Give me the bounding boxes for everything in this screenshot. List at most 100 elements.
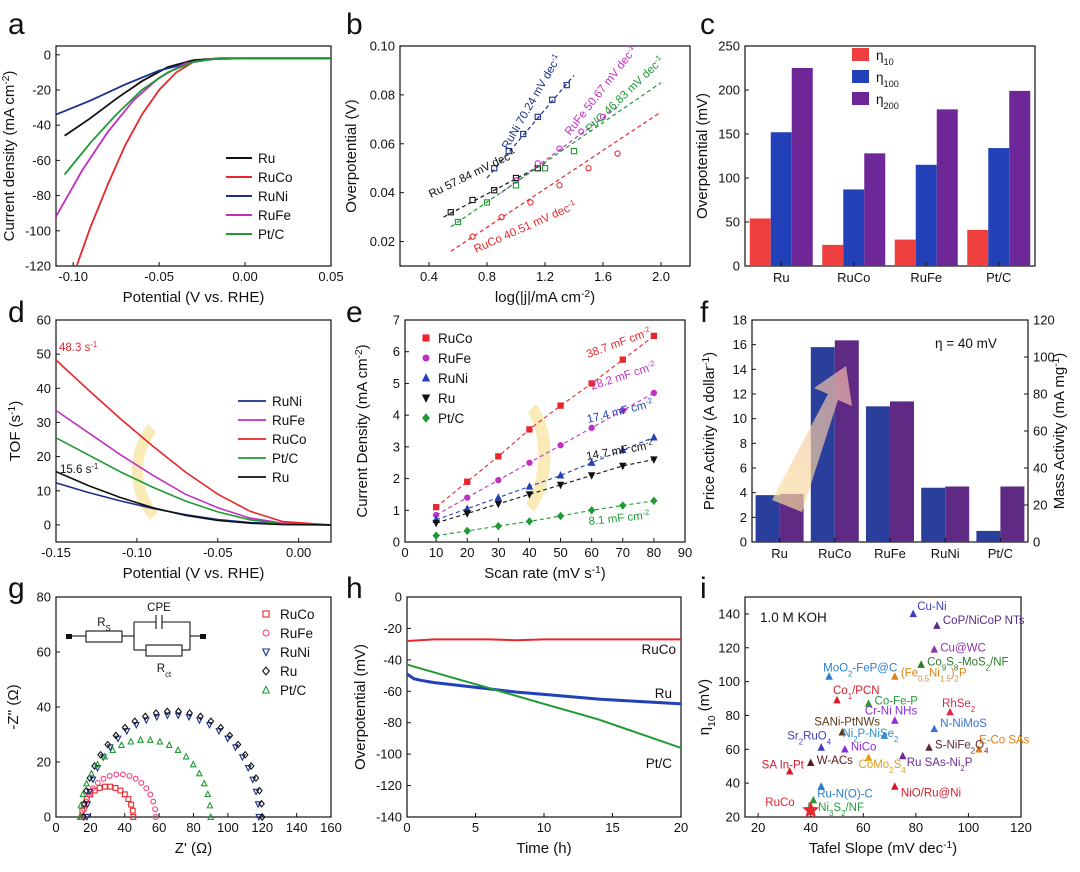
y-tick-label: 0.06: [370, 136, 395, 151]
data-point-RuCo: [121, 791, 128, 798]
label-part: 1: [848, 692, 852, 701]
label-part: 4: [901, 765, 906, 774]
y-tick-label: -40: [32, 118, 51, 133]
x-tick-label: 20: [674, 820, 688, 835]
legend-swatch-η10: [852, 48, 869, 61]
y-axis-title: TOF (s-1): [7, 401, 25, 461]
label-part: Overpotential (mV): [352, 644, 369, 770]
label-part: S: [106, 624, 111, 633]
label-part: 100: [884, 79, 899, 89]
label-part: -FeP@C: [852, 663, 897, 675]
label-part: /NF: [990, 657, 1009, 669]
label-part: Co: [833, 685, 848, 697]
y-tick-label: 7: [393, 313, 400, 328]
label-part: P: [959, 668, 967, 680]
y-tick-label: 1: [393, 503, 400, 518]
data-point-Pt/C: [77, 801, 85, 809]
label-part: Cr-Ni NHs: [865, 706, 918, 718]
legend-marker-Pt/C: [261, 685, 271, 694]
catalyst-point: [975, 744, 983, 753]
x-category-label: RuCo: [818, 546, 851, 561]
legend-marker-RuFe: [262, 629, 270, 637]
data-point-Ru: [556, 481, 565, 490]
catalyst-point: [925, 743, 933, 751]
y-tick-label: 20: [37, 449, 51, 464]
y-tick-label: 50: [726, 215, 740, 230]
data-point-RuFe: [147, 791, 154, 798]
fit-line-Ru: [443, 162, 546, 218]
data-point-Ru: [80, 799, 88, 808]
data-point-RuCo: [527, 199, 534, 206]
catalyst-point: [891, 672, 899, 680]
data-point-RuFe: [495, 477, 502, 484]
slope-label-Ru: 14.7 mF cm-2: [585, 437, 654, 463]
data-point-Pt/C: [483, 199, 491, 206]
data-point-RuNi: [94, 765, 102, 773]
legend-label-RuFe: RuFe: [272, 413, 305, 428]
label-part: ): [1, 71, 18, 76]
y2-tick-label: 80: [1033, 387, 1047, 402]
label-part: Current Density (mA cm: [354, 358, 371, 517]
data-point-Pt/C: [182, 752, 190, 760]
data-point-RuNi: [650, 432, 658, 441]
data-point-Ru: [217, 723, 225, 732]
catalyst-label: Ru SAs-Ni2P: [907, 757, 973, 773]
data-point-Pt/C: [136, 735, 145, 743]
label-part: Tafel Slope (mV dec: [809, 840, 944, 857]
legend-marker-RuFe: [422, 354, 430, 362]
label-part: -1: [1051, 357, 1062, 366]
label-part: -2: [641, 324, 651, 335]
x-tick-label: 0.8: [478, 269, 496, 284]
x-tick-label: 40: [803, 820, 817, 835]
increase-arrow-icon: [772, 366, 852, 512]
label-part: -1: [701, 357, 712, 366]
panel-label-i: i: [700, 572, 707, 605]
label-part: -1: [91, 462, 98, 471]
data-point-RuFe: [650, 389, 658, 397]
x-tick-label: 120: [1010, 820, 1032, 835]
y-tick-label: 0: [44, 47, 51, 62]
label-part: Sr: [787, 731, 799, 743]
data-point-Pt/C: [588, 506, 596, 515]
data-point-RuFe: [578, 128, 585, 135]
x-axis-title: Tafel Slope (mV dec-1): [809, 840, 957, 858]
y-tick-label: 40: [37, 381, 51, 396]
data-point-RuFe: [113, 771, 120, 778]
data-point-RuNi: [534, 113, 541, 121]
legend-label-RuCo: RuCo: [438, 331, 473, 346]
legend-label-RuCo: RuCo: [280, 607, 315, 622]
data-point-RuCo: [498, 213, 505, 221]
bar-price-Ru: [755, 495, 780, 542]
label-part: -2: [646, 358, 655, 369]
curve-label-PtC: Pt/C: [646, 756, 673, 771]
y-tick-label: 20: [726, 810, 740, 825]
legend-label-RuFe: RuFe: [280, 626, 313, 641]
label-part: ): [601, 565, 606, 582]
x-tick-label: 80: [186, 820, 200, 835]
label-part: -1: [943, 840, 952, 851]
data-point-RuFe: [599, 113, 607, 121]
bar-η100-Ru: [770, 132, 792, 266]
data-point-Ru: [247, 762, 255, 770]
legend-marker-RuNi: [421, 373, 431, 382]
data-point-Pt/C: [512, 182, 520, 189]
panel-h: 0 5 10 15 20 0 -20 -40 -60 -80 -100 -120 -140 Time (h…: [346, 572, 688, 857]
y-tick-label: 10: [733, 411, 747, 426]
y-tick-label: 60: [37, 313, 51, 328]
y-tick-label: 140: [718, 606, 740, 621]
data-point-RuFe: [557, 442, 564, 449]
data-point-Ru: [258, 799, 265, 808]
bar-price-RuFe: [866, 406, 890, 542]
label-part: Co-Fe-P: [875, 696, 919, 708]
catalyst-point: [785, 766, 794, 775]
y-tick-label: -60: [32, 153, 51, 168]
circuit-terminal: [66, 634, 72, 639]
data-point-RuFe: [138, 779, 145, 786]
data-point-Pt/C: [174, 745, 182, 753]
data-point-RuCo: [585, 165, 592, 172]
catalyst-label: Ni2P-NiSe2: [842, 728, 898, 744]
label-part: RuCo 40.51 mV dec: [472, 203, 572, 256]
plot-frame: [55, 45, 332, 267]
